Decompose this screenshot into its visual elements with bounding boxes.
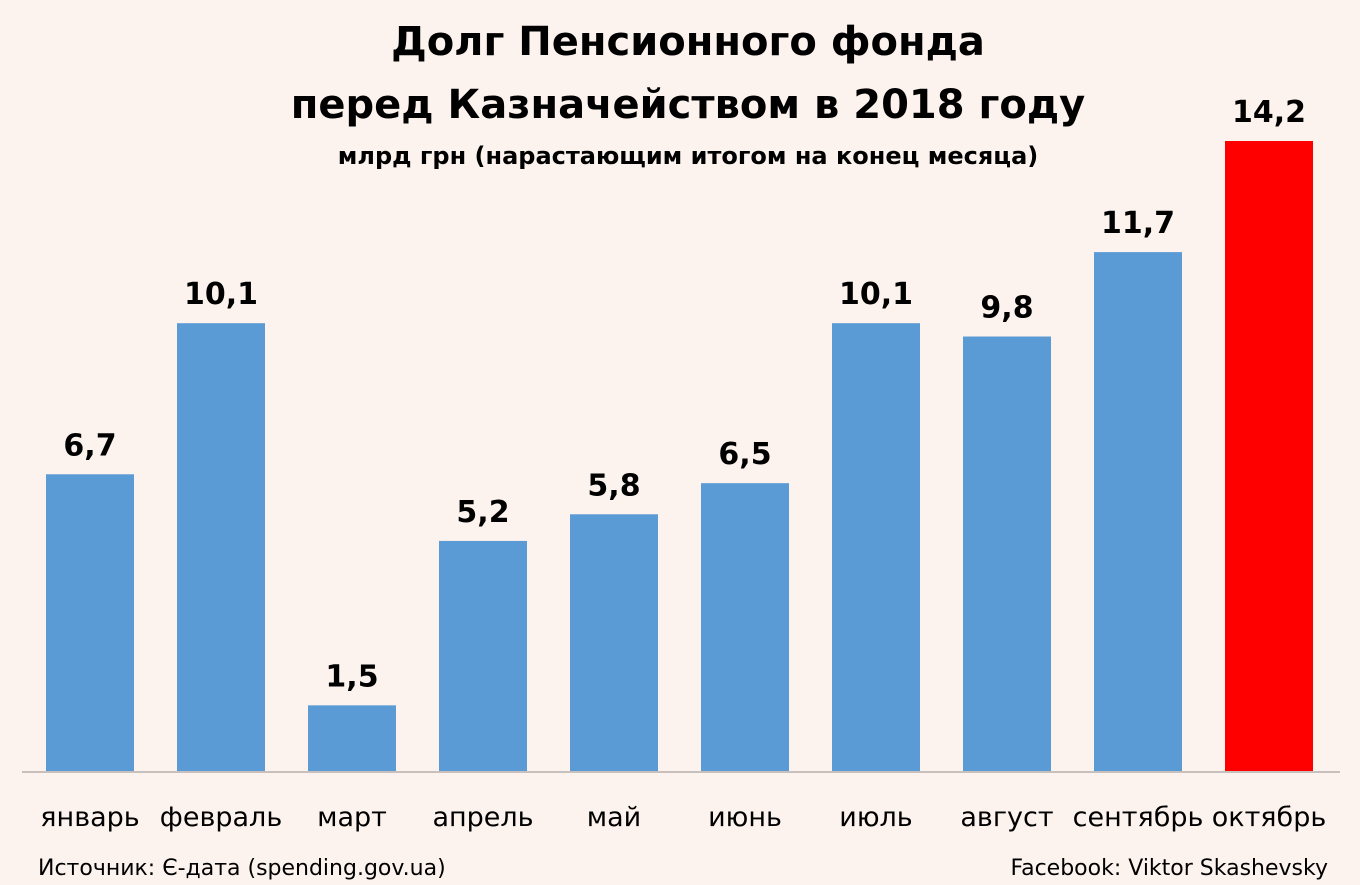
value-label-6: 6,5 bbox=[718, 437, 771, 472]
source-note: Источник: Є-дата (spending.gov.ua) bbox=[38, 856, 446, 881]
category-label-4: апрель bbox=[432, 802, 533, 833]
value-label-3: 1,5 bbox=[325, 659, 378, 694]
category-label-6: июнь bbox=[708, 802, 782, 833]
author-credit: Facebook: Viktor Skashevsky bbox=[1010, 856, 1328, 881]
chart-title-line-1: Долг Пенсионного фонда bbox=[391, 19, 985, 65]
value-label-4: 5,2 bbox=[456, 495, 509, 530]
category-labels-group: январь февраль март апрель май июнь июль август… bbox=[40, 802, 1326, 833]
value-label-5: 5,8 bbox=[587, 468, 640, 503]
bar-3 bbox=[308, 705, 396, 772]
value-labels-group: 6,7 10,1 1,5 5,2 5,8 6,5 10,1 9,8 11,7 14,2 bbox=[63, 95, 1306, 694]
bar-1 bbox=[46, 474, 134, 772]
bar-9 bbox=[1094, 252, 1182, 772]
bar-4 bbox=[439, 540, 527, 772]
chart-title-line-2: перед Казначейством в 2018 году bbox=[291, 82, 1086, 128]
bar-8 bbox=[963, 336, 1051, 772]
bar-5 bbox=[570, 514, 658, 772]
category-label-5: май bbox=[587, 802, 641, 833]
value-label-1: 6,7 bbox=[63, 428, 116, 463]
chart-subtitle: млрд грн (нарастающим итогом на конец ме… bbox=[338, 142, 1039, 170]
bar-7 bbox=[832, 323, 920, 772]
category-label-1: январь bbox=[40, 802, 139, 833]
category-label-7: июль bbox=[839, 802, 912, 833]
bar-10 bbox=[1225, 141, 1313, 772]
value-label-7: 10,1 bbox=[839, 277, 913, 312]
chart-title: Долг Пенсионного фонда перед Казначейств… bbox=[291, 19, 1086, 128]
value-label-8: 9,8 bbox=[980, 291, 1033, 326]
bar-2 bbox=[177, 323, 265, 772]
category-label-2: февраль bbox=[160, 802, 282, 833]
category-label-9: сентябрь bbox=[1073, 802, 1204, 833]
bars-group bbox=[46, 141, 1313, 772]
category-label-8: август bbox=[960, 802, 1053, 833]
value-label-9: 11,7 bbox=[1101, 206, 1175, 241]
value-label-2: 10,1 bbox=[184, 277, 258, 312]
category-label-3: март bbox=[317, 802, 387, 833]
category-label-10: октябрь bbox=[1212, 802, 1327, 833]
bar-6 bbox=[701, 483, 789, 772]
value-label-10: 14,2 bbox=[1232, 95, 1306, 130]
